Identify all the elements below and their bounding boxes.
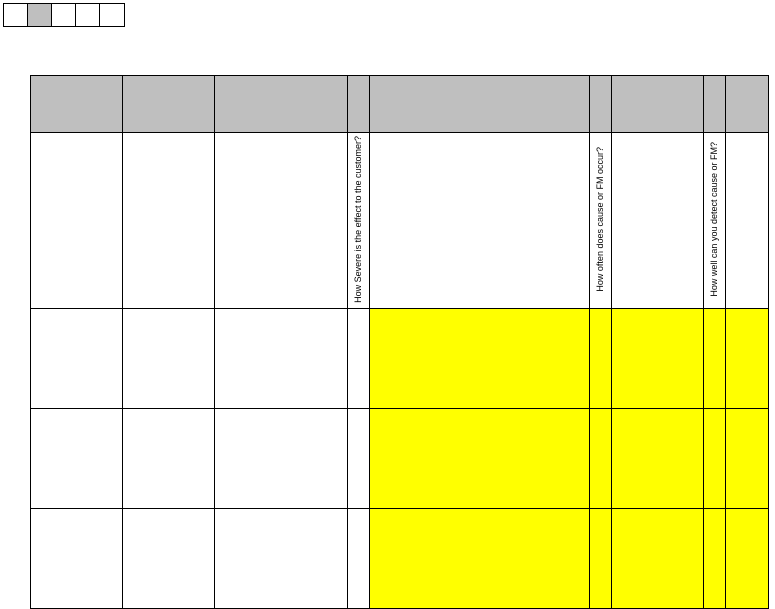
table-cell[interactable] <box>612 408 704 508</box>
label-cell <box>726 133 769 309</box>
sheet-pager <box>3 3 125 27</box>
table-cell[interactable] <box>612 508 704 608</box>
table-cell[interactable] <box>370 408 590 508</box>
table-cell[interactable] <box>123 308 215 408</box>
table-cell[interactable] <box>215 408 348 508</box>
table-cell[interactable] <box>726 508 769 608</box>
table-cell[interactable] <box>726 408 769 508</box>
header-cell <box>215 76 348 133</box>
header-cell <box>123 76 215 133</box>
table-cell[interactable] <box>31 408 123 508</box>
table-cell[interactable] <box>370 508 590 608</box>
header-cell <box>370 76 590 133</box>
table-cell[interactable] <box>726 308 769 408</box>
pager-cell[interactable] <box>4 4 28 26</box>
pager-cell[interactable] <box>100 4 124 26</box>
table-cell[interactable] <box>590 508 612 608</box>
table-cell[interactable] <box>704 508 726 608</box>
header-cell <box>612 76 704 133</box>
table-cell[interactable] <box>348 408 370 508</box>
label-cell <box>215 133 348 309</box>
column-label: How often does cause or FM occur? <box>596 144 606 295</box>
table-cell[interactable] <box>348 308 370 408</box>
pager-cell[interactable] <box>28 4 52 26</box>
table-cell[interactable] <box>590 408 612 508</box>
label-cell: How well can you detect cause or FM? <box>704 133 726 309</box>
header-cell <box>348 76 370 133</box>
header-cell <box>704 76 726 133</box>
column-label: How Severe is the effect to the customer… <box>354 133 364 306</box>
label-cell: How Severe is the effect to the customer… <box>348 133 370 309</box>
header-cell <box>590 76 612 133</box>
fmea-table: How Severe is the effect to the customer… <box>30 75 769 609</box>
label-cell <box>612 133 704 309</box>
table-cell[interactable] <box>370 308 590 408</box>
table-cell[interactable] <box>215 508 348 608</box>
label-cell <box>31 133 123 309</box>
table-cell[interactable] <box>123 408 215 508</box>
table-cell[interactable] <box>123 508 215 608</box>
table-cell[interactable] <box>612 308 704 408</box>
label-cell: How often does cause or FM occur? <box>590 133 612 309</box>
table-cell[interactable] <box>704 308 726 408</box>
column-label: How well can you detect cause or FM? <box>710 139 720 300</box>
table-cell[interactable] <box>31 508 123 608</box>
table-cell[interactable] <box>215 308 348 408</box>
table-cell[interactable] <box>348 508 370 608</box>
header-cell <box>31 76 123 133</box>
table-cell[interactable] <box>704 408 726 508</box>
label-cell <box>370 133 590 309</box>
pager-cell[interactable] <box>52 4 76 26</box>
table-cell[interactable] <box>31 308 123 408</box>
label-cell <box>123 133 215 309</box>
table-cell[interactable] <box>590 308 612 408</box>
pager-cell[interactable] <box>76 4 100 26</box>
header-cell <box>726 76 769 133</box>
